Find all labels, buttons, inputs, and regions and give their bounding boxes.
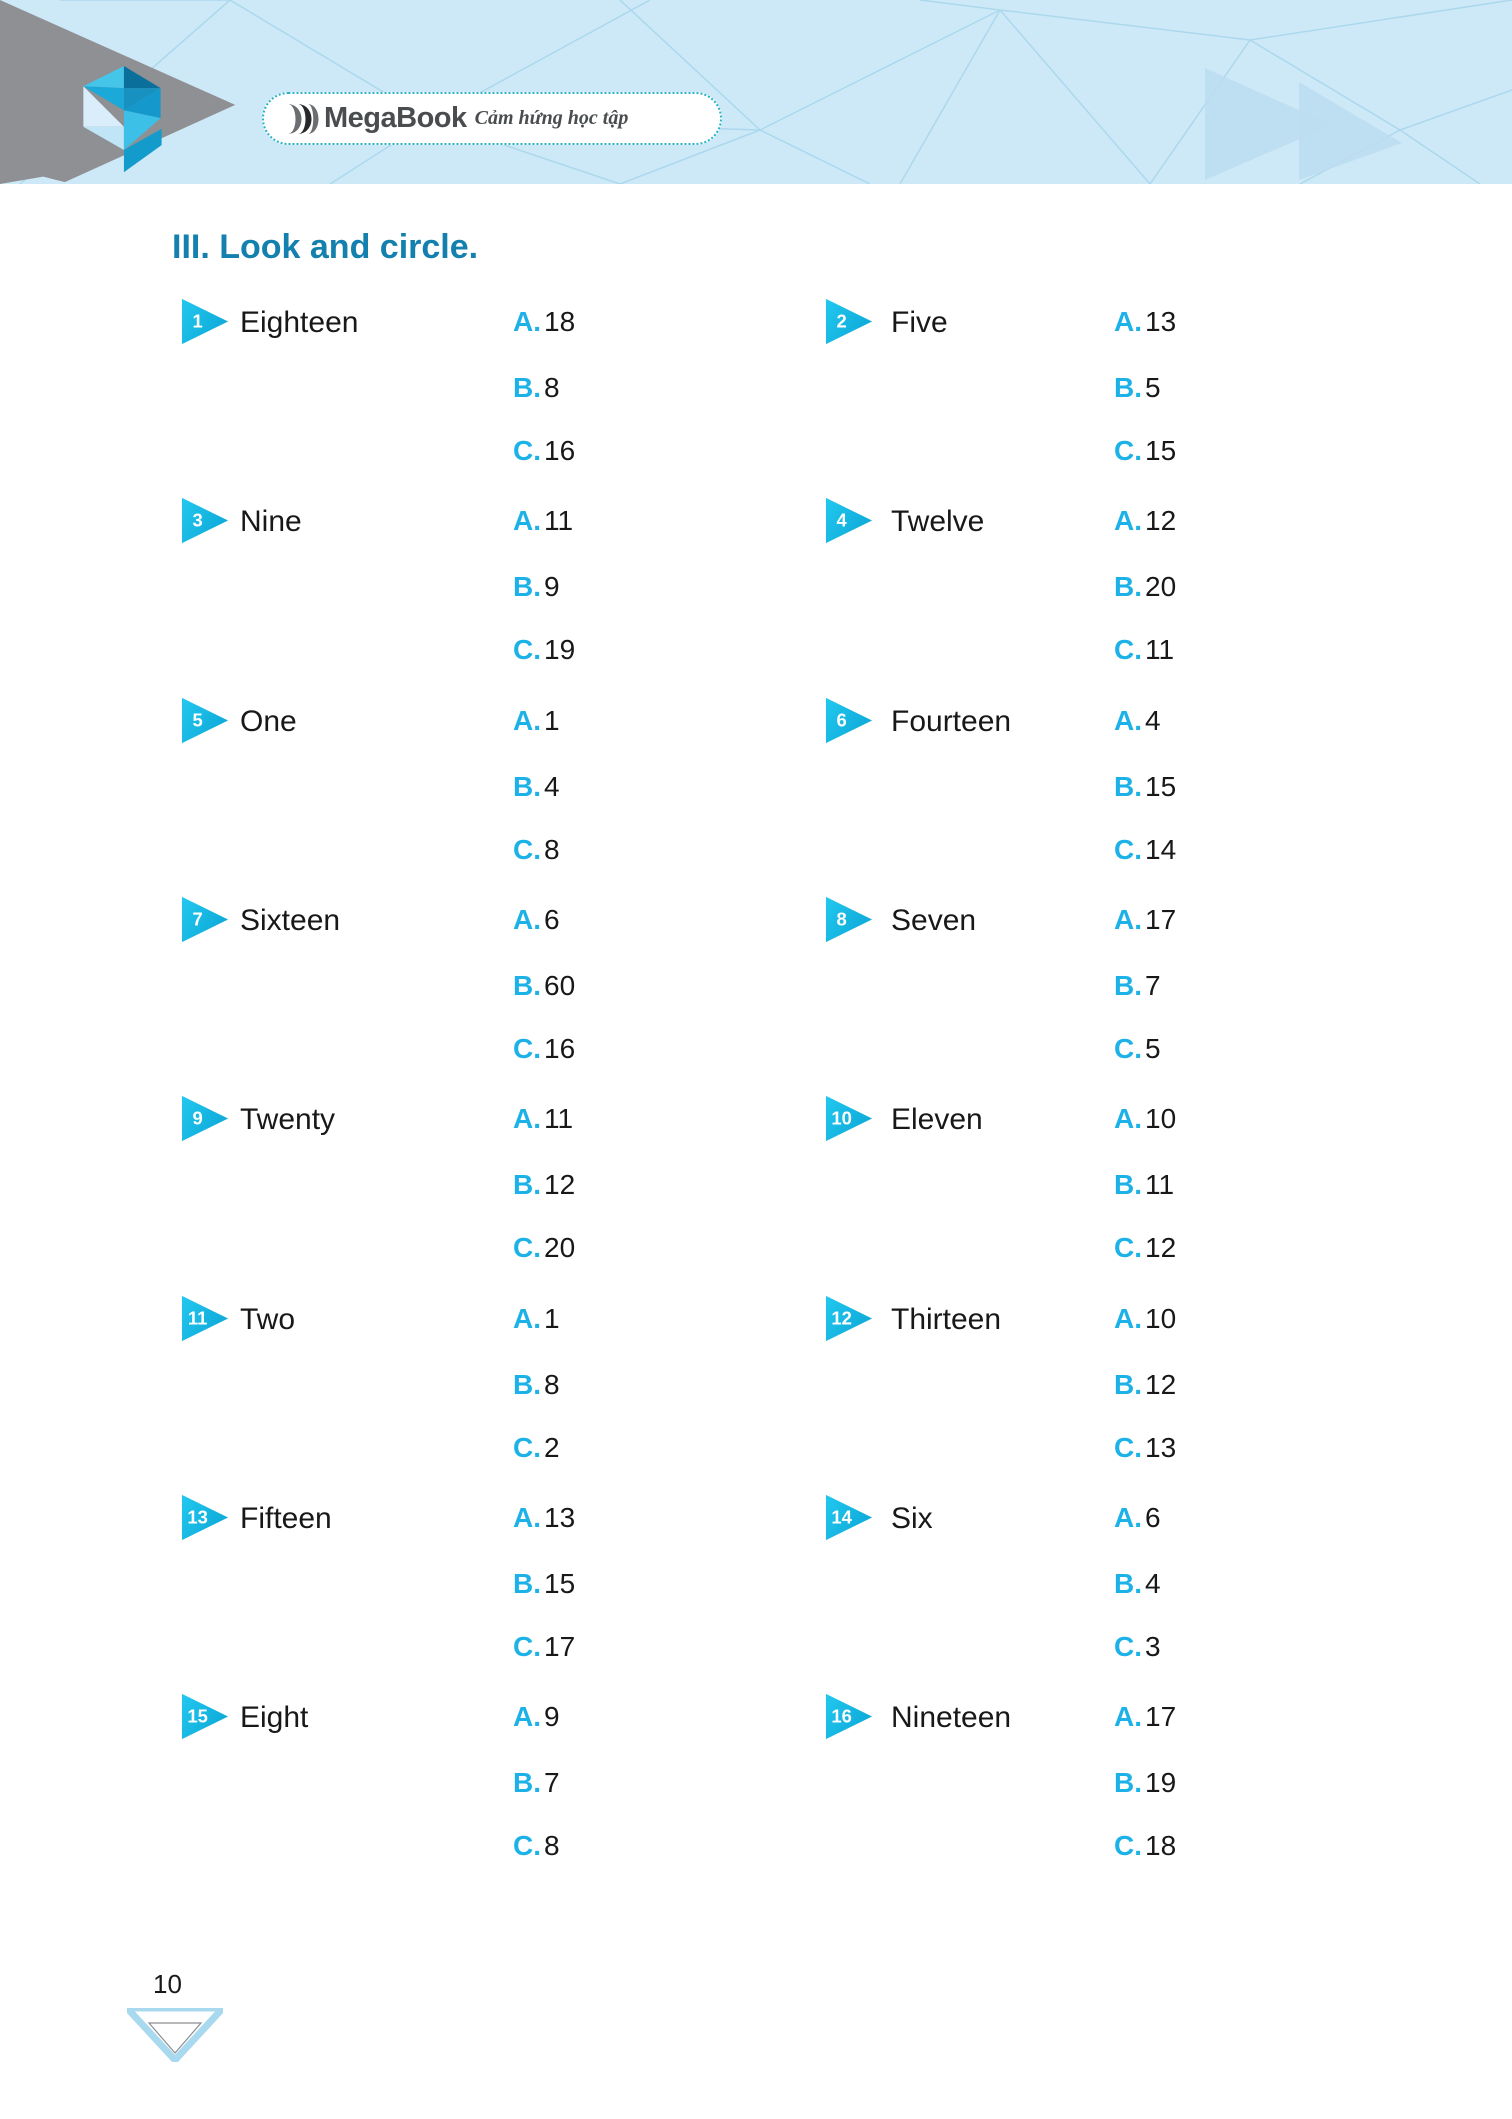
svg-text:9: 9 xyxy=(193,1108,203,1129)
svg-text:8: 8 xyxy=(837,908,847,929)
svg-text:7: 7 xyxy=(193,908,203,929)
svg-text:14: 14 xyxy=(831,1506,852,1527)
svg-text:13: 13 xyxy=(187,1506,207,1527)
svg-text:5: 5 xyxy=(193,709,203,730)
svg-text:4: 4 xyxy=(837,510,848,531)
svg-text:11: 11 xyxy=(188,1307,207,1328)
svg-text:6: 6 xyxy=(837,709,847,730)
svg-text:3: 3 xyxy=(193,510,203,531)
svg-text:16: 16 xyxy=(831,1706,852,1727)
svg-text:1: 1 xyxy=(193,310,203,331)
svg-text:2: 2 xyxy=(837,310,847,331)
svg-text:12: 12 xyxy=(831,1307,852,1328)
svg-text:10: 10 xyxy=(831,1108,852,1129)
svg-text:15: 15 xyxy=(187,1706,207,1727)
